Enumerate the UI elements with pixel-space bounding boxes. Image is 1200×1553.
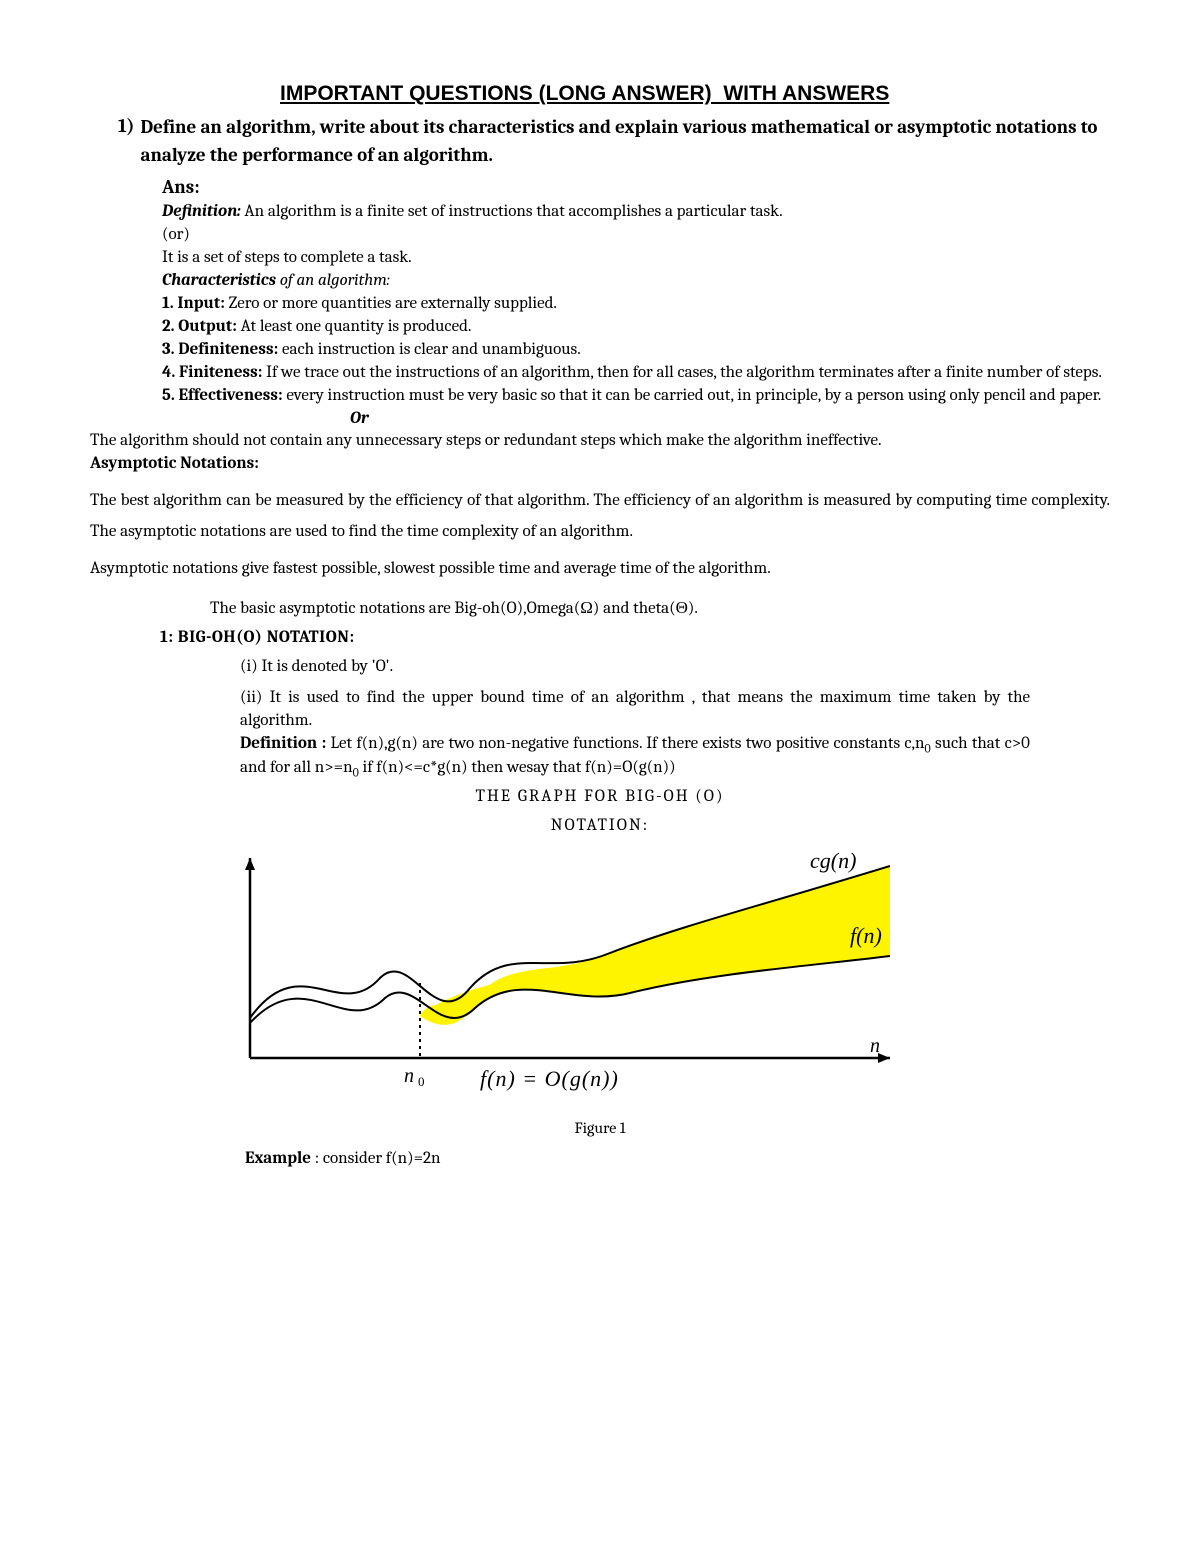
graph-title-1: THE GRAPH FOR BIG-OH (O) [90, 786, 1110, 809]
characteristics-heading: Characteristics of an algorithm: [162, 270, 1110, 293]
bigoh-definition: Definition : Let f(n),g(n) are two non-n… [240, 733, 1030, 780]
svg-text:f(n) = O(g(n)): f(n) = O(g(n)) [480, 1066, 619, 1091]
char-5: 5. Effectiveness: every instruction must… [90, 385, 1110, 408]
roman-ii: (ii) [240, 688, 262, 707]
question-text: Define an algorithm, write about its cha… [140, 114, 1110, 169]
svg-text:n: n [870, 1035, 880, 1057]
char-3: 3. Definiteness: each instruction is cle… [162, 339, 1110, 362]
bigoh-def-pre: Let f(n),g(n) are two non-negative funct… [326, 734, 924, 753]
bigoh-point-ii: (ii) It is used to find the upper bound … [240, 687, 1030, 733]
svg-text:n: n [404, 1065, 414, 1087]
bigoh-i-text: It is denoted by 'O'. [258, 657, 393, 676]
char-1: 1. Input: Zero or more quantities are ex… [162, 293, 1110, 316]
characteristics-label: Characteristics [162, 271, 276, 290]
bigoh-def-label: Definition : [240, 734, 326, 753]
definition-label: Definition: [162, 202, 241, 221]
example-label: Example [245, 1149, 311, 1168]
svg-text:cg(n): cg(n) [810, 848, 856, 873]
definition-line: Definition: An algorithm is a finite set… [162, 201, 1110, 224]
char1-text: Zero or more quantities are externally s… [225, 294, 557, 313]
page-title: IMPORTANT QUESTIONS (LONG ANSWER) WITH A… [280, 80, 1050, 108]
graph-svg: cg(n)f(n)nn0f(n) = O(g(n)) [210, 848, 930, 1108]
example-text: : consider f(n)=2n [311, 1149, 441, 1168]
or-center: Or [350, 408, 1110, 431]
bigoh-point-i: (i) It is denoted by 'O'. [240, 656, 1030, 679]
char-4: 4. Finiteness: If we trace out the instr… [90, 362, 1110, 385]
example-line: Example : consider f(n)=2n [245, 1148, 1110, 1171]
or-inline: (or) [162, 224, 1110, 247]
definition-text: An algorithm is a finite set of instruct… [241, 202, 783, 221]
asymptotic-para-1: The best algorithm can be measured by th… [90, 486, 1110, 547]
asymptotic-basic: The basic asymptotic notations are Big-o… [210, 598, 1110, 621]
roman-i: (i) [240, 657, 258, 676]
char4-label: 4. Finiteness: [162, 363, 262, 382]
char-2: 2. Output: At least one quantity is prod… [162, 316, 1110, 339]
char5-text: every instruction must be very basic so … [283, 386, 1102, 405]
asymptotic-label: Asymptotic Notations: [90, 453, 1110, 476]
question-row: 1) Define an algorithm, write about its … [118, 114, 1110, 169]
figure-caption: Figure 1 [90, 1118, 1110, 1140]
char5-label: 5. Effectiveness: [162, 386, 283, 405]
svg-text:f(n): f(n) [850, 923, 882, 948]
bigoh-header: 1: BIG-OH(O) NOTATION: [160, 627, 1110, 650]
char2-text: At least one quantity is produced. [237, 317, 472, 336]
char3-text: each instruction is clear and unambiguou… [278, 340, 580, 359]
char1-label: 1. Input: [162, 294, 225, 313]
definition-alt: It is a set of steps to complete a task. [162, 247, 1110, 270]
svg-text:0: 0 [418, 1074, 425, 1089]
answer-label: Ans: [162, 175, 1110, 201]
char4-text: If we trace out the instructions of an a… [262, 363, 1102, 382]
char3-label: 3. Definiteness: [162, 340, 278, 359]
bigoh-ii-text: It is used to find the upper bound time … [240, 688, 1030, 730]
graph-title-2: NOTATION: [90, 815, 1110, 838]
bigoh-def-post: if f(n)<=c*g(n) then wesay that f(n)=O(g… [359, 758, 676, 777]
char2-label: 2. Output: [162, 317, 237, 336]
characteristics-of: of an algorithm: [276, 271, 390, 290]
question-number: 1) [118, 114, 134, 169]
or-followup: The algorithm should not contain any unn… [90, 430, 1110, 453]
bigoh-graph: cg(n)f(n)nn0f(n) = O(g(n)) [210, 848, 1110, 1108]
asymptotic-para-2: Asymptotic notations give fastest possib… [90, 558, 1110, 581]
